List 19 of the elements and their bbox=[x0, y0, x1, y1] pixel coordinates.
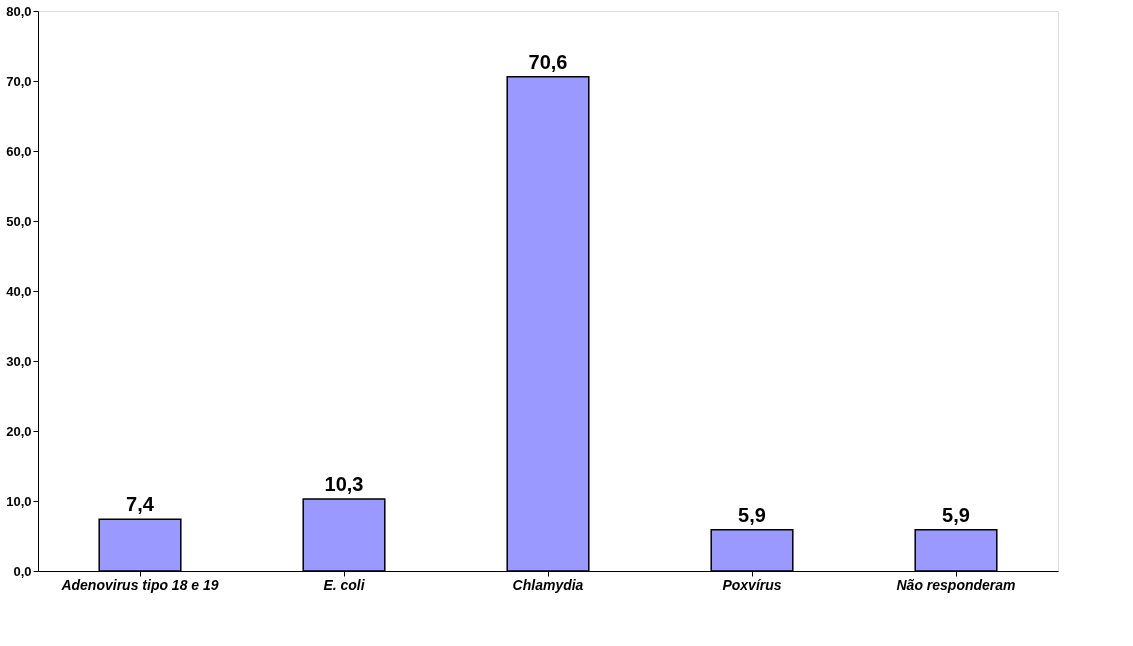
y-tick-label: 10,0 bbox=[6, 493, 32, 509]
y-tick-label: 20,0 bbox=[6, 423, 32, 439]
x-tick-label: Poxvírus bbox=[722, 576, 782, 593]
data-label: 10,3 bbox=[324, 472, 364, 495]
data-label: 5,9 bbox=[942, 503, 970, 526]
data-label: 70,6 bbox=[528, 50, 568, 73]
y-tick-label: 40,0 bbox=[6, 283, 32, 299]
y-tick-label: 60,0 bbox=[6, 143, 32, 159]
y-tick-label: 70,0 bbox=[6, 73, 32, 89]
x-tick-label: E. coli bbox=[323, 576, 366, 593]
data-label: 7,4 bbox=[126, 493, 155, 516]
data-label: 5,9 bbox=[738, 503, 766, 526]
y-tick-label: 30,0 bbox=[6, 353, 32, 369]
x-tick-label: Chlamydia bbox=[512, 576, 584, 593]
x-tick-label: Não responderam bbox=[896, 576, 1016, 593]
y-tick-label: 0,0 bbox=[13, 563, 32, 579]
y-tick-label: 50,0 bbox=[6, 213, 32, 229]
y-tick-label: 80,0 bbox=[6, 3, 32, 19]
x-tick-label: Adenovirus tipo 18 e 19 bbox=[60, 576, 219, 593]
